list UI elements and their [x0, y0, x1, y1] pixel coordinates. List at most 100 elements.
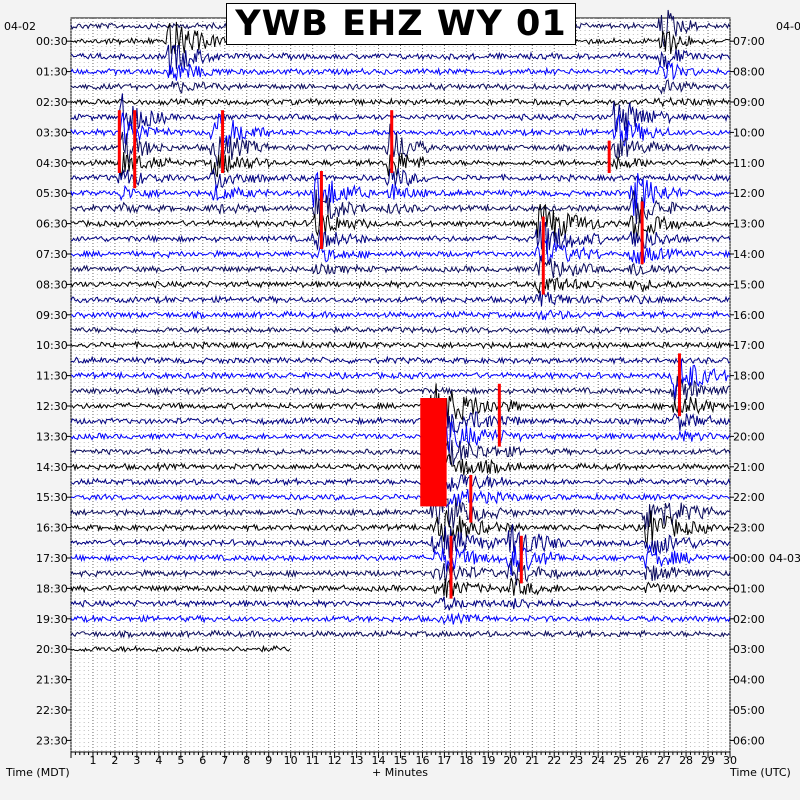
clip-mark [469, 475, 473, 523]
left-hour-label: 20:30 [36, 643, 68, 656]
x-tick-label: 29 [701, 754, 715, 767]
left-hour-label: 16:30 [36, 522, 68, 535]
right-hour-label: 11:00 [733, 157, 765, 170]
x-tick-label: 27 [657, 754, 671, 767]
right-hour-label: 14:00 [733, 248, 765, 261]
clip-block [420, 398, 447, 507]
trace-line [70, 291, 731, 307]
x-tick-label: 9 [265, 754, 272, 767]
x-tick-label: 28 [679, 754, 693, 767]
right-hour-label: 05:00 [733, 704, 765, 717]
trace-line [70, 524, 731, 560]
trace-line [70, 490, 731, 531]
clip-mark [390, 110, 394, 173]
x-tick-label: 24 [591, 754, 605, 767]
trace-line [70, 79, 731, 95]
trace-line [71, 203, 731, 239]
left-hour-label: 14:30 [36, 461, 68, 474]
clip-mark [117, 110, 121, 173]
x-tick-label: 12 [328, 754, 342, 767]
trace-line [70, 62, 731, 81]
clip-mark [640, 201, 644, 265]
right-hour-label: 01:00 [733, 582, 765, 595]
trace-line [70, 339, 731, 350]
left-hour-label: 17:30 [36, 552, 68, 565]
right-hour-label: 04:00 [733, 674, 765, 687]
right-hour-label: 12:00 [733, 187, 765, 200]
left-hour-label: 08:30 [36, 278, 68, 291]
trace-line [70, 112, 731, 148]
left-hour-label: 09:30 [36, 309, 68, 322]
trace-line [70, 166, 731, 189]
chart-title: YWB EHZ WY 01 [235, 3, 567, 44]
x-tick-label: 10 [284, 754, 298, 767]
clip-mark [133, 110, 137, 189]
trace-line [70, 309, 731, 321]
left-hour-label: 15:30 [36, 491, 68, 504]
clip-mark [519, 535, 523, 584]
left-hour-label: 04:30 [36, 157, 68, 170]
x-tick-label: 18 [459, 754, 473, 767]
right-hour-label: 23:00 [733, 522, 765, 535]
left-hour-label: 07:30 [36, 248, 68, 261]
right-hour-label: 00:00 [733, 552, 765, 565]
left-hour-label: 12:30 [36, 400, 68, 413]
x-tick-label: 22 [547, 754, 561, 767]
trace-line [70, 325, 731, 335]
clip-mark [221, 110, 225, 173]
right-hour-label: 10:00 [733, 126, 765, 139]
trace-line [70, 383, 731, 423]
right-hour-label: 21:00 [733, 461, 765, 474]
right-hour-label: 09:00 [733, 96, 765, 109]
x-tick-label: 2 [111, 754, 118, 767]
left-hour-label: 01:30 [36, 66, 68, 79]
x-tick-label: 5 [177, 754, 184, 767]
right-hour-label: 16:00 [733, 309, 765, 322]
trace-line [70, 255, 731, 278]
right-hour-label: 17:00 [733, 339, 765, 352]
grid [70, 18, 731, 752]
trace-line [70, 221, 731, 255]
x-tick-label: 7 [221, 754, 228, 767]
right-hour-label: 22:00 [733, 491, 765, 504]
trace-line [70, 238, 731, 265]
date-left: 04-02 [4, 20, 36, 33]
left-hour-label: 03:30 [36, 126, 68, 139]
trace-line [70, 543, 731, 576]
trace-line [70, 485, 731, 509]
left-hour-label: 23:30 [36, 734, 68, 747]
left-axis-label: Time (MDT) [6, 766, 70, 779]
right-hour-label: 03:00 [733, 643, 765, 656]
left-hour-label: 11:30 [36, 370, 68, 383]
x-tick-label: 1 [89, 754, 96, 767]
date-change-label: 04-03 [769, 552, 800, 565]
right-hour-label: 20:00 [733, 430, 765, 443]
trace-line [70, 96, 731, 108]
x-tick-label: 13 [350, 754, 364, 767]
clip-mark [319, 171, 323, 249]
left-hour-label: 21:30 [36, 674, 68, 687]
clip-mark [607, 140, 611, 173]
trace-line [70, 420, 731, 454]
trace-line [70, 577, 731, 598]
x-tick-label: 20 [503, 754, 517, 767]
title-box: YWB EHZ WY 01 [226, 3, 576, 45]
right-hour-label: 13:00 [733, 218, 765, 231]
date-right: 04-0 [776, 20, 800, 33]
trace-line [70, 123, 731, 167]
trace-line [70, 150, 731, 178]
axes: 04-02 04-0 00:30 01:30 02:30 03:30 04:30 05:30 0… [4, 20, 800, 767]
trace-line [70, 558, 731, 586]
trace-line [70, 375, 731, 404]
x-tick-label: 15 [394, 754, 408, 767]
trace-line [70, 358, 731, 398]
right-hour-label: 02:00 [733, 613, 765, 626]
x-tick-label: 30 [723, 754, 737, 767]
left-hour-label: 02:30 [36, 96, 68, 109]
right-hour-label: 15:00 [733, 278, 765, 291]
x-tick-label: 23 [569, 754, 583, 767]
trace-line [70, 44, 731, 76]
right-hour-label: 18:00 [733, 370, 765, 383]
trace-line [70, 189, 731, 226]
